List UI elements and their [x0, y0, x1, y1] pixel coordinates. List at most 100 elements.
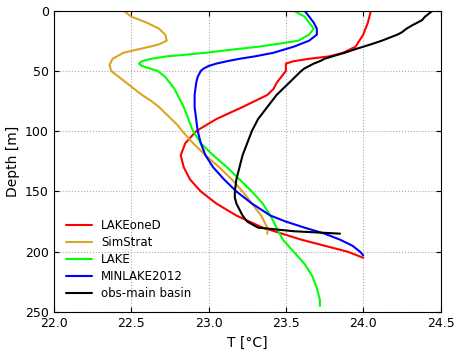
MINLAKE2012	[198, 141, 203, 145]
MINLAKE2012	[233, 189, 239, 193]
SimStrat	[174, 123, 180, 127]
LAKE	[185, 117, 191, 121]
obs-main basin	[378, 39, 384, 43]
MINLAKE2012	[313, 27, 319, 31]
LAKEoneD	[213, 201, 218, 206]
MINLAKE2012	[201, 66, 206, 71]
obs-main basin	[255, 117, 260, 121]
LAKEoneD	[252, 99, 257, 103]
Legend: LAKEoneD, SimStrat, LAKE, MINLAKE2012, obs-main basin: LAKEoneD, SimStrat, LAKE, MINLAKE2012, o…	[60, 213, 197, 306]
LAKE	[154, 69, 160, 73]
MINLAKE2012	[349, 244, 354, 248]
Line: MINLAKE2012: MINLAKE2012	[194, 11, 363, 255]
LAKE	[280, 237, 285, 242]
obs-main basin	[421, 15, 427, 19]
LAKEoneD	[298, 237, 303, 242]
obs-main basin	[329, 54, 334, 59]
LAKEoneD	[178, 153, 183, 157]
LAKE	[139, 59, 145, 63]
LAKEoneD	[193, 129, 198, 133]
obs-main basin	[418, 18, 424, 22]
obs-main basin	[316, 59, 322, 63]
LAKE	[301, 262, 307, 266]
MINLAKE2012	[306, 39, 311, 43]
SimStrat	[229, 177, 234, 181]
LAKEoneD	[364, 21, 370, 25]
obs-main basin	[367, 42, 373, 47]
SimStrat	[108, 69, 113, 73]
Line: SimStrat: SimStrat	[109, 11, 267, 234]
MINLAKE2012	[195, 75, 200, 79]
LAKE	[259, 201, 265, 206]
SimStrat	[248, 201, 254, 206]
LAKEoneD	[290, 59, 296, 63]
SimStrat	[148, 99, 154, 103]
SimStrat	[239, 189, 245, 193]
LAKEoneD	[264, 93, 269, 97]
LAKEoneD	[282, 61, 288, 66]
SimStrat	[162, 33, 168, 37]
obs-main basin	[280, 87, 285, 91]
obs-main basin	[290, 229, 296, 233]
LAKE	[306, 33, 311, 37]
SimStrat	[190, 141, 196, 145]
obs-main basin	[403, 27, 409, 31]
LAKEoneD	[259, 225, 265, 230]
LAKE	[139, 64, 145, 68]
SimStrat	[123, 81, 129, 85]
X-axis label: T [°C]: T [°C]	[226, 335, 267, 349]
LAKE	[167, 81, 172, 85]
LAKE	[233, 47, 239, 51]
SimStrat	[116, 75, 121, 79]
LAKE	[273, 225, 279, 230]
LAKE	[178, 53, 183, 57]
LAKEoneD	[352, 45, 358, 49]
obs-main basin	[394, 33, 399, 37]
MINLAKE2012	[321, 231, 327, 236]
LAKEoneD	[367, 9, 373, 13]
MINLAKE2012	[195, 129, 200, 133]
SimStrat	[261, 219, 266, 224]
obs-main basin	[409, 23, 414, 27]
obs-main basin	[292, 75, 297, 79]
LAKE	[295, 39, 300, 43]
obs-main basin	[233, 201, 239, 206]
obs-main basin	[244, 219, 249, 224]
Line: LAKE: LAKE	[139, 11, 319, 306]
SimStrat	[139, 93, 145, 97]
LAKE	[202, 51, 208, 55]
SimStrat	[128, 15, 134, 19]
LAKEoneD	[198, 189, 203, 193]
LAKEoneD	[187, 177, 192, 181]
SimStrat	[164, 39, 169, 43]
MINLAKE2012	[198, 69, 203, 73]
MINLAKE2012	[360, 253, 365, 257]
SimStrat	[202, 153, 208, 157]
MINLAKE2012	[282, 219, 288, 224]
LAKEoneD	[239, 105, 245, 109]
SimStrat	[136, 47, 141, 51]
LAKE	[248, 189, 254, 193]
LAKEoneD	[282, 69, 288, 73]
obs-main basin	[306, 64, 311, 68]
MINLAKE2012	[301, 225, 307, 230]
obs-main basin	[236, 165, 242, 169]
LAKEoneD	[273, 81, 279, 85]
Line: obs-main basin: obs-main basin	[235, 11, 432, 234]
SimStrat	[216, 165, 222, 169]
LAKEoneD	[360, 256, 365, 260]
MINLAKE2012	[224, 59, 230, 63]
MINLAKE2012	[191, 93, 197, 97]
obs-main basin	[239, 153, 245, 157]
obs-main basin	[310, 61, 316, 66]
LAKEoneD	[282, 64, 288, 68]
LAKE	[148, 57, 154, 61]
SimStrat	[106, 63, 112, 67]
Line: LAKEoneD: LAKEoneD	[180, 11, 370, 258]
MINLAKE2012	[310, 21, 316, 25]
MINLAKE2012	[336, 237, 342, 242]
MINLAKE2012	[205, 64, 211, 68]
LAKE	[301, 15, 307, 19]
LAKE	[162, 75, 168, 79]
SimStrat	[144, 21, 149, 25]
